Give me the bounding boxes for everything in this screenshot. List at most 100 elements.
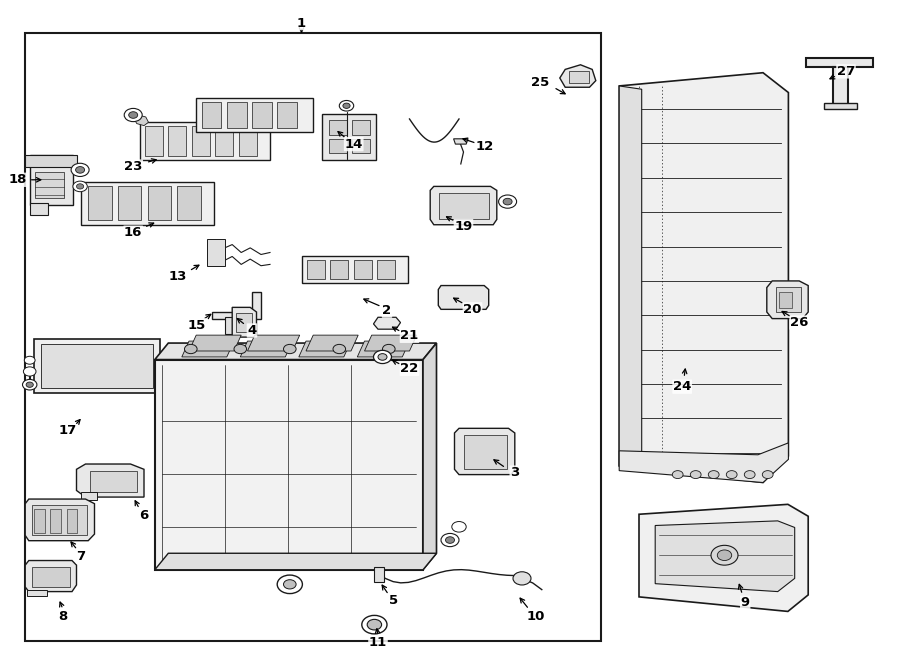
Circle shape (367, 619, 382, 630)
Circle shape (24, 356, 35, 364)
Circle shape (726, 471, 737, 479)
Circle shape (184, 344, 197, 354)
Bar (177, 186, 201, 220)
Circle shape (277, 575, 302, 594)
Circle shape (446, 537, 454, 543)
Text: 10: 10 (526, 609, 544, 623)
Circle shape (708, 471, 719, 479)
Text: 2: 2 (382, 304, 392, 317)
Circle shape (503, 198, 512, 205)
Polygon shape (806, 58, 873, 67)
Text: 18: 18 (9, 173, 27, 186)
Bar (81, 492, 97, 500)
Polygon shape (182, 341, 234, 357)
Bar (569, 71, 589, 83)
Circle shape (129, 112, 138, 118)
Polygon shape (212, 292, 261, 319)
Bar (307, 260, 325, 279)
Bar (168, 126, 186, 156)
Polygon shape (155, 343, 436, 360)
Circle shape (76, 184, 84, 189)
Text: 5: 5 (389, 594, 398, 607)
Text: 22: 22 (400, 362, 418, 375)
Text: 4: 4 (248, 324, 256, 337)
Polygon shape (232, 307, 256, 337)
Polygon shape (619, 443, 788, 483)
Polygon shape (240, 341, 292, 357)
Polygon shape (832, 67, 848, 106)
Bar (252, 102, 272, 128)
Polygon shape (619, 86, 642, 469)
Bar (779, 292, 792, 308)
Text: 11: 11 (369, 636, 387, 649)
Circle shape (744, 471, 755, 479)
Text: 26: 26 (790, 316, 808, 329)
Circle shape (362, 615, 387, 634)
Text: 17: 17 (58, 424, 76, 438)
Text: 7: 7 (76, 550, 86, 563)
Polygon shape (619, 73, 788, 483)
Polygon shape (430, 186, 497, 225)
Bar (34, 339, 160, 393)
Text: 15: 15 (187, 319, 205, 332)
Bar (30, 203, 48, 215)
Polygon shape (76, 464, 144, 497)
Text: 19: 19 (454, 219, 472, 233)
Circle shape (71, 163, 89, 176)
Circle shape (378, 354, 387, 360)
Text: 1: 1 (297, 17, 306, 30)
Bar (277, 102, 297, 128)
Polygon shape (189, 335, 241, 351)
Text: 3: 3 (510, 466, 519, 479)
Circle shape (333, 344, 346, 354)
Polygon shape (299, 341, 351, 357)
Polygon shape (655, 521, 795, 592)
Circle shape (22, 379, 37, 390)
Bar (25, 155, 77, 167)
Bar (50, 509, 61, 533)
Bar (374, 567, 384, 582)
Circle shape (124, 108, 142, 122)
Circle shape (441, 533, 459, 547)
Circle shape (711, 545, 738, 565)
Bar (41, 344, 153, 388)
Circle shape (234, 344, 247, 354)
Bar (88, 186, 112, 220)
Text: 12: 12 (475, 140, 493, 153)
Bar (145, 126, 163, 156)
Bar (302, 256, 408, 283)
Bar (377, 260, 395, 279)
Text: 27: 27 (837, 65, 855, 78)
Polygon shape (25, 499, 94, 541)
Circle shape (343, 103, 350, 108)
Text: 25: 25 (531, 76, 549, 89)
Polygon shape (438, 286, 489, 309)
Circle shape (717, 550, 732, 561)
Text: 13: 13 (169, 270, 187, 283)
Bar (329, 139, 347, 153)
Polygon shape (134, 115, 148, 126)
Circle shape (672, 471, 683, 479)
Circle shape (513, 572, 531, 585)
Bar (464, 435, 507, 469)
Circle shape (73, 181, 87, 192)
Text: 20: 20 (464, 303, 482, 316)
Text: 24: 24 (673, 380, 691, 393)
Circle shape (23, 367, 36, 376)
Bar (81, 182, 214, 225)
Circle shape (339, 100, 354, 111)
Polygon shape (560, 65, 596, 87)
Bar (207, 239, 225, 266)
Polygon shape (248, 335, 300, 351)
Polygon shape (306, 335, 358, 351)
Bar (215, 126, 233, 156)
Bar (322, 114, 376, 160)
Circle shape (284, 344, 296, 354)
Bar (225, 317, 250, 334)
Polygon shape (374, 317, 400, 329)
Text: 16: 16 (124, 226, 142, 239)
Polygon shape (25, 561, 77, 592)
Polygon shape (155, 553, 436, 570)
Bar (354, 260, 372, 279)
Text: 9: 9 (741, 596, 750, 609)
